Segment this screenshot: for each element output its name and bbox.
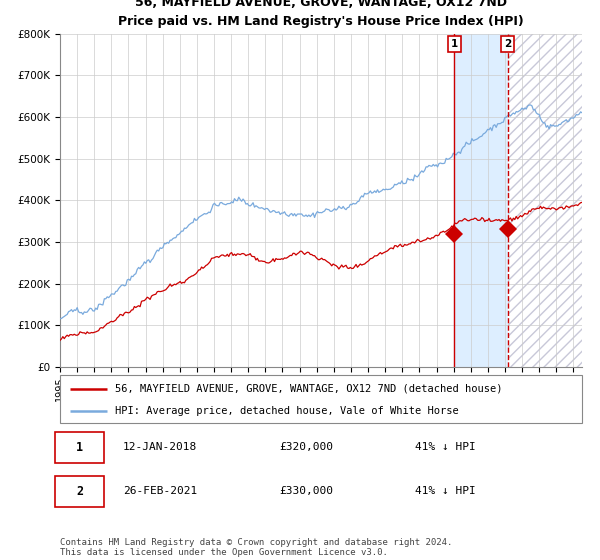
Bar [508,34,582,367]
Text: HPI: Average price, detached house, Vale of White Horse: HPI: Average price, detached house, Vale… [115,406,458,416]
Bar [508,34,582,367]
Text: 2: 2 [504,39,511,49]
Text: 26-FEB-2021: 26-FEB-2021 [122,486,197,496]
Text: 12-JAN-2018: 12-JAN-2018 [122,442,197,452]
Text: Contains HM Land Registry data © Crown copyright and database right 2024.
This d: Contains HM Land Registry data © Crown c… [60,538,452,557]
Text: 2: 2 [76,484,83,498]
Text: 1: 1 [76,441,83,454]
Bar [454,34,508,367]
Text: 41% ↓ HPI: 41% ↓ HPI [415,486,476,496]
FancyBboxPatch shape [60,375,582,423]
FancyBboxPatch shape [55,432,104,463]
Text: £330,000: £330,000 [279,486,333,496]
Text: £320,000: £320,000 [279,442,333,452]
Text: 56, MAYFIELD AVENUE, GROVE, WANTAGE, OX12 7ND (detached house): 56, MAYFIELD AVENUE, GROVE, WANTAGE, OX1… [115,384,502,394]
Title: 56, MAYFIELD AVENUE, GROVE, WANTAGE, OX12 7ND
Price paid vs. HM Land Registry's : 56, MAYFIELD AVENUE, GROVE, WANTAGE, OX1… [118,0,524,28]
Text: 1: 1 [451,39,458,49]
FancyBboxPatch shape [55,475,104,507]
Text: 41% ↓ HPI: 41% ↓ HPI [415,442,476,452]
